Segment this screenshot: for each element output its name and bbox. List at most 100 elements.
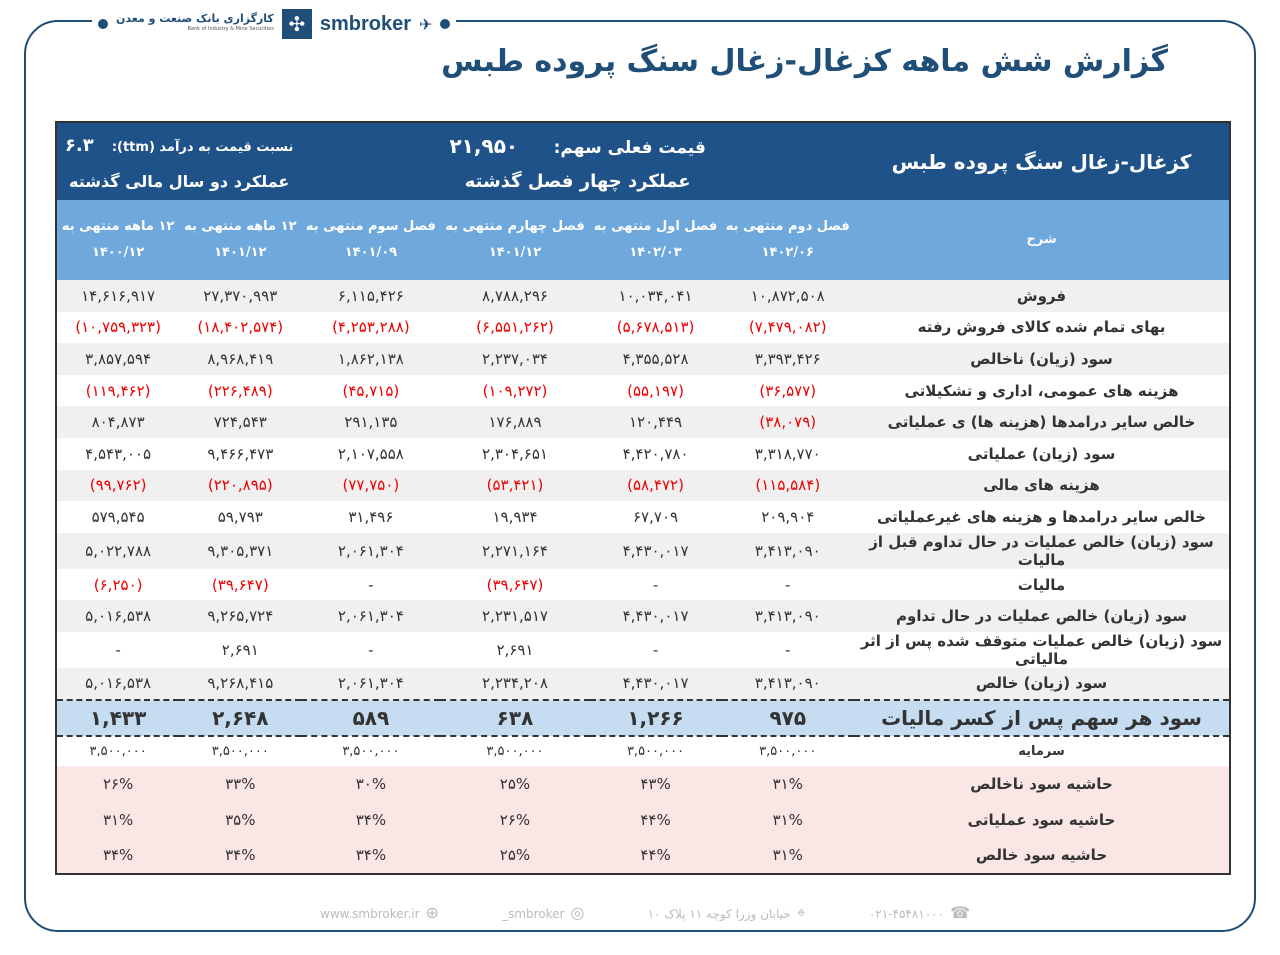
row-label: سود (زیان) خالص <box>854 667 1230 700</box>
table-row: بهای تمام شده کالای فروش رفته (۷,۴۷۹,۰۸۲)… <box>56 312 1230 344</box>
cell-value: ۲,۶۹۱ <box>496 640 534 659</box>
cell-value: ۵۹,۷۹۳ <box>217 507 263 526</box>
quarters-label: عملکرد چهار فصل گذشته <box>301 162 854 200</box>
cell-value: ۵۸۹ <box>301 698 441 737</box>
website-link[interactable]: ⊕www.smbroker.ir <box>320 903 439 922</box>
cell-value: ۳,۵۰۰,۰۰۰ <box>486 743 544 759</box>
cell-value: ۱۰,۸۷۲,۵۰۸ <box>721 280 854 312</box>
cell-value: ۳,۳۱۸,۷۷۰ <box>754 444 821 463</box>
financial-table: کزغال-زغال سنگ پروده طبس قیمت فعلی سهم: … <box>55 121 1231 875</box>
table-row: هزینه های عمومی، اداری و تشکیلاتی (۳۶,۵۷۷… <box>56 375 1230 407</box>
instagram-icon: ◎ <box>570 903 585 922</box>
current-price: ۲۱,۹۵۰ <box>449 133 519 158</box>
phone-icon: ☎ <box>950 903 970 922</box>
cell-value: - <box>368 575 374 594</box>
cell-value: ۵,۰۱۶,۵۳۸ <box>56 600 180 632</box>
cell-value: ۲,۱۰۷,۵۵۸ <box>337 444 404 463</box>
cell-value: ۳۱% <box>56 801 180 838</box>
cell-value: ۲۶% <box>440 801 590 838</box>
capital-row: سرمایه ۳,۵۰۰,۰۰۰ ۳,۵۰۰,۰۰۰ ۳,۵۰۰,۰۰۰ ۳,۵۰۰,۰… <box>56 736 1230 766</box>
table-row: سود (زیان) عملیاتی ۳,۳۱۸,۷۷۰ ۴,۴۲۰,۷۸۰ ۲,۳۰… <box>56 438 1230 470</box>
dot-icon <box>98 19 108 29</box>
cell-value: ۴,۴۳۰,۰۱۷ <box>589 667 722 700</box>
cell-value: ۱,۴۳۳ <box>56 698 180 737</box>
cell-value: ۱,۲۶۶ <box>589 698 722 737</box>
cell-value: (۷,۴۷۹,۰۸۲) <box>748 318 827 337</box>
price-cell: قیمت فعلی سهم: ۲۱,۹۵۰ <box>301 122 854 162</box>
row-label: حاشیه سود خالص <box>854 837 1230 874</box>
cell-value: ۳,۴۱۳,۰۹۰ <box>721 600 854 632</box>
table-row: سود (زیان) خالص عملیات در حال تداوم ۳,۴۱۳… <box>56 600 1230 632</box>
cell-value: ۴,۴۳۰,۰۱۷ <box>589 600 722 632</box>
cell-value: - <box>115 640 121 659</box>
paper-plane-icon: ✈ <box>419 14 433 34</box>
cell-value: (۳۸,۰۷۹) <box>721 406 854 438</box>
cell-value: ۸,۷۸۸,۲۹۶ <box>440 280 590 312</box>
row-label: خالص سایر درامدها (هزینه ها) ی عملیاتی <box>854 406 1230 438</box>
cell-value: ۱۷۶,۸۸۹ <box>440 406 590 438</box>
cell-value: ۳۱% <box>721 801 854 838</box>
cell-value: ۳۴% <box>56 837 180 874</box>
cell-value: ۲,۰۶۱,۳۰۴ <box>301 600 441 632</box>
row-label: خالص سایر درامدها و هزینه های غیرعملیاتی <box>876 507 1207 526</box>
cell-value: ۱۹,۹۳۴ <box>492 507 538 526</box>
cell-value: ۲۰۹,۹۰۴ <box>761 507 815 526</box>
years-label: عملکرد دو سال مالی گذشته <box>56 162 302 200</box>
cell-value: (۱۱۹,۴۶۲) <box>85 381 151 400</box>
cell-value: ۳,۵۰۰,۰۰۰ <box>211 743 269 759</box>
globe-icon: ⊕ <box>425 903 439 922</box>
cell-value: ۲,۶۴۸ <box>179 698 302 737</box>
cell-value: ۱۲۰,۴۴۹ <box>589 406 722 438</box>
row-label: سود (زیان) خالص عملیات متوقف شده پس از ا… <box>860 631 1223 668</box>
cell-value: ۳,۸۵۷,۵۹۴ <box>56 343 180 375</box>
column-header: فصل سوم منتهی به ۱۴۰۱/۰۹ <box>301 200 441 280</box>
cell-value: ۲۵% <box>440 765 590 802</box>
cell-value: ۵۷۹,۵۴۵ <box>91 507 145 526</box>
table-row: سود (زیان) خالص ۳,۴۱۳,۰۹۰ ۴,۴۳۰,۰۱۷ ۲,۲۳۴,۲… <box>56 667 1230 700</box>
cell-value: (۹۹,۷۶۲) <box>56 469 180 502</box>
instagram-link[interactable]: ◎smbroker_ <box>502 903 585 922</box>
cell-value: ۹۷۵ <box>721 698 854 737</box>
cell-value: (۵,۶۷۸,۵۱۳) <box>616 318 695 337</box>
cell-value: (۷۷,۷۵۰) <box>301 469 441 502</box>
cell-value: ۹,۴۶۶,۴۷۳ <box>207 444 274 463</box>
row-label: هزینه های مالی <box>854 469 1230 502</box>
row-label: فروش <box>854 280 1230 312</box>
column-header: ۱۲ ماهه منتهی به ۱۴۰۰/۱۲ <box>56 200 180 280</box>
cell-value: ۸۰۴,۸۷۳ <box>56 406 180 438</box>
bank-logo-icon: ✣ <box>281 9 312 39</box>
cell-value: (۱۰۹,۲۷۲) <box>482 381 548 400</box>
cell-value: ۳,۵۰۰,۰۰۰ <box>342 743 400 759</box>
row-label: سود (زیان) عملیاتی <box>967 444 1116 463</box>
table-row: خالص سایر درامدها و هزینه های غیرعملیاتی… <box>56 501 1230 533</box>
cell-value: ۳,۵۰۰,۰۰۰ <box>89 743 147 759</box>
cell-value: ۲,۳۰۴,۶۵۱ <box>482 444 548 463</box>
column-header: ۱۲ ماهه منتهی به ۱۴۰۱/۱۲ <box>179 200 302 280</box>
cell-value: ۴,۴۲۰,۷۸۰ <box>622 444 689 463</box>
row-label: سود (زیان) ناخالص <box>854 343 1230 375</box>
cell-value: ۲,۲۳۷,۰۳۴ <box>440 343 590 375</box>
cell-value: (۵۸,۴۷۲) <box>589 469 722 502</box>
phone: ☎۰۲۱-۴۵۴۸۱۰۰۰ <box>868 903 970 922</box>
cell-value: - <box>785 575 791 594</box>
cell-value: (۲۲۰,۸۹۵) <box>179 469 302 502</box>
column-header: فصل چهارم منتهی به ۱۴۰۱/۱۲ <box>440 200 590 280</box>
cell-value: ۴,۳۵۵,۵۲۸ <box>589 343 722 375</box>
page-frame <box>24 20 1256 932</box>
cell-value: ۲,۲۳۱,۵۱۷ <box>440 600 590 632</box>
margin-row: حاشیه سود عملیاتی ۳۱% ۴۴% ۲۶% ۳۴% ۳۵% ۳۱% <box>56 801 1230 838</box>
cell-value: ۴,۴۳۰,۰۱۷ <box>589 532 722 569</box>
cell-value: ۴,۵۴۳,۰۰۵ <box>85 444 152 463</box>
cell-value: (۵۵,۱۹۷) <box>627 381 684 400</box>
cell-value: ۲۹۱,۱۳۵ <box>301 406 441 438</box>
footer: ☎۰۲۱-۴۵۴۸۱۰۰۰ ⌖خیابان وزرا کوچه ۱۱ پلاک … <box>320 903 970 923</box>
cell-value: ۳۱% <box>721 765 854 802</box>
cell-value: ۲,۰۶۱,۳۰۴ <box>301 667 441 700</box>
cell-value: ۴۴% <box>589 837 722 874</box>
cell-value: ۶۳۸ <box>440 698 590 737</box>
eps-row: سود هر سهم پس از کسر مالیات ۹۷۵ ۱,۲۶۶ ۶۳۸ ۵۸… <box>56 698 1230 737</box>
column-header: فصل اول منتهی به ۱۴۰۲/۰۳ <box>589 200 722 280</box>
cell-value: (۵۳,۴۲۱) <box>440 469 590 502</box>
pe-cell: نسبت قیمت به درآمد (ttm): ۶.۳ <box>56 122 302 162</box>
cell-value: (۳۶,۵۷۷) <box>759 381 817 400</box>
